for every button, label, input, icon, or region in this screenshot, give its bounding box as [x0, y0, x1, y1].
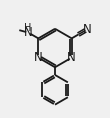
Text: N: N	[83, 23, 92, 36]
Text: N: N	[34, 51, 43, 64]
Text: N: N	[24, 26, 33, 39]
Text: N: N	[67, 51, 76, 64]
Text: H: H	[24, 23, 31, 33]
